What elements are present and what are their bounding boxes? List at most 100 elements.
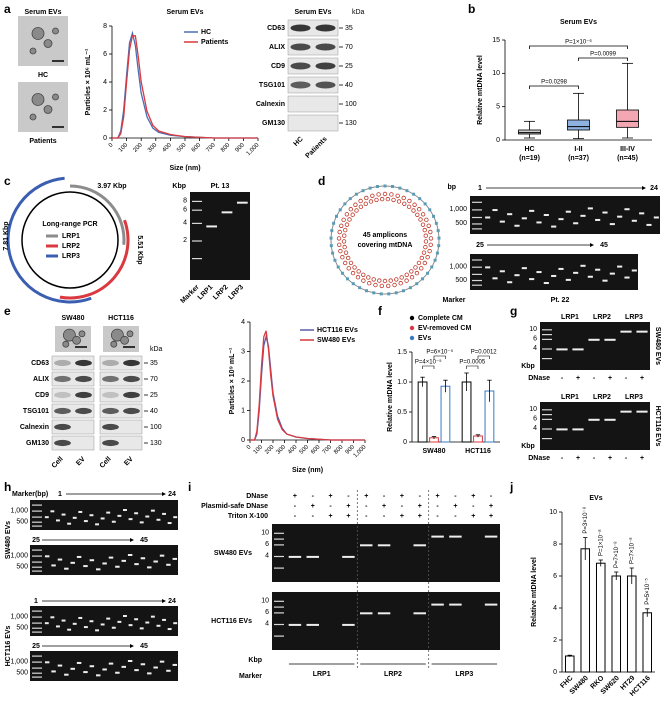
y-tick-label: 0 xyxy=(496,137,500,144)
arrow-head xyxy=(642,186,646,190)
panel-label: c xyxy=(4,174,11,188)
gel-band xyxy=(624,208,630,211)
gel-band xyxy=(536,221,542,224)
gel-band xyxy=(140,557,146,560)
annotation: P=7×10⁻⁸ xyxy=(613,541,620,568)
gel xyxy=(272,524,500,582)
range-label: 25 xyxy=(32,537,40,544)
gel-band xyxy=(162,618,166,621)
gel-band xyxy=(111,626,116,629)
gel-band xyxy=(306,555,319,558)
annotation: P=4×10⁻⁵ xyxy=(415,359,442,366)
sign: + xyxy=(640,455,644,462)
gel-band xyxy=(507,281,513,284)
ladder-label: 1,000 xyxy=(10,507,28,514)
bar xyxy=(611,575,622,673)
vesicle xyxy=(62,340,70,348)
blot xyxy=(287,57,339,75)
gel-band xyxy=(89,665,95,668)
sign: + xyxy=(453,503,457,510)
primer-label: LRP2 xyxy=(593,394,611,401)
ladder-band xyxy=(32,676,42,678)
ladder-band xyxy=(472,259,482,261)
sign: + xyxy=(400,493,404,500)
amplicon xyxy=(426,223,431,228)
annotation: P=1×10⁻⁶ xyxy=(565,39,592,46)
amplicon-tick xyxy=(426,271,430,275)
primer-label: LRP2 xyxy=(384,671,402,678)
gel-band xyxy=(83,671,88,674)
ladder-label: 6 xyxy=(265,609,269,616)
amplicon-tick xyxy=(329,244,333,248)
panel-label: b xyxy=(468,2,475,16)
size-label: 130 xyxy=(150,440,162,447)
vesicle xyxy=(72,335,81,345)
gel-band xyxy=(636,410,648,413)
blot-band xyxy=(315,62,336,70)
blot-band xyxy=(75,407,92,415)
gel-band xyxy=(288,623,302,626)
gel-band xyxy=(57,558,63,561)
gel-band xyxy=(100,517,105,520)
sign: + xyxy=(436,493,440,500)
ladder-band xyxy=(192,200,202,202)
bracket xyxy=(578,57,628,61)
vesicle xyxy=(52,27,59,35)
gel-band xyxy=(134,618,139,621)
amplicon xyxy=(347,217,352,222)
gel-band xyxy=(588,338,600,341)
ladder-band xyxy=(274,606,284,608)
gel-band xyxy=(172,663,178,666)
amplicon xyxy=(398,281,403,286)
bar xyxy=(642,612,653,673)
y-tick-label: 8 xyxy=(103,23,107,30)
amplicon-tick xyxy=(351,282,355,286)
legend-label: EVs xyxy=(418,335,431,342)
sign: - xyxy=(365,503,368,510)
amplicon xyxy=(415,212,420,217)
size-label: 35 xyxy=(150,360,158,367)
gel-band xyxy=(153,666,158,669)
gel-band xyxy=(529,209,535,212)
y-tick-label: 2 xyxy=(553,637,557,644)
protein-label: TSG101 xyxy=(259,82,285,89)
ladder-band xyxy=(472,266,482,268)
blot-band xyxy=(102,391,119,399)
gel-band xyxy=(156,518,161,521)
arc xyxy=(59,219,130,300)
y-tick-label: 0.5 xyxy=(397,409,407,416)
amplicon-tick xyxy=(333,258,337,262)
sign: - xyxy=(593,455,596,462)
sign: + xyxy=(608,375,612,382)
amplicon-tick xyxy=(361,189,365,193)
gel-band xyxy=(565,210,571,213)
amplicon-tick xyxy=(432,214,436,218)
gel-band xyxy=(173,622,178,625)
gel-unit: bp xyxy=(447,184,456,191)
sign: + xyxy=(329,493,333,500)
blot-band xyxy=(123,407,140,415)
protein-label: ALIX xyxy=(33,376,49,383)
amplicon xyxy=(422,227,427,233)
amplicon xyxy=(356,269,361,274)
x-tick-label: 900 xyxy=(345,444,357,456)
blot-band xyxy=(290,81,311,89)
x-tick-label: 100 xyxy=(118,142,130,154)
gel-title: Pt. 13 xyxy=(211,183,230,190)
gel-band xyxy=(64,567,69,570)
gel-band xyxy=(64,673,69,676)
ladder-label: 500 xyxy=(16,624,28,631)
gel xyxy=(540,322,650,370)
amplicon-tick xyxy=(401,289,405,293)
gel-band xyxy=(167,628,172,631)
gel-band xyxy=(162,512,166,515)
blot-band xyxy=(54,439,71,447)
gel-band xyxy=(106,617,111,620)
gel-band xyxy=(167,522,172,525)
ladder-band xyxy=(274,555,284,558)
gel-band xyxy=(70,561,75,564)
y-axis-label: Relative mtDNA level xyxy=(477,55,484,125)
gel-band xyxy=(78,510,83,513)
sign: - xyxy=(625,455,628,462)
gel-band xyxy=(44,622,49,625)
